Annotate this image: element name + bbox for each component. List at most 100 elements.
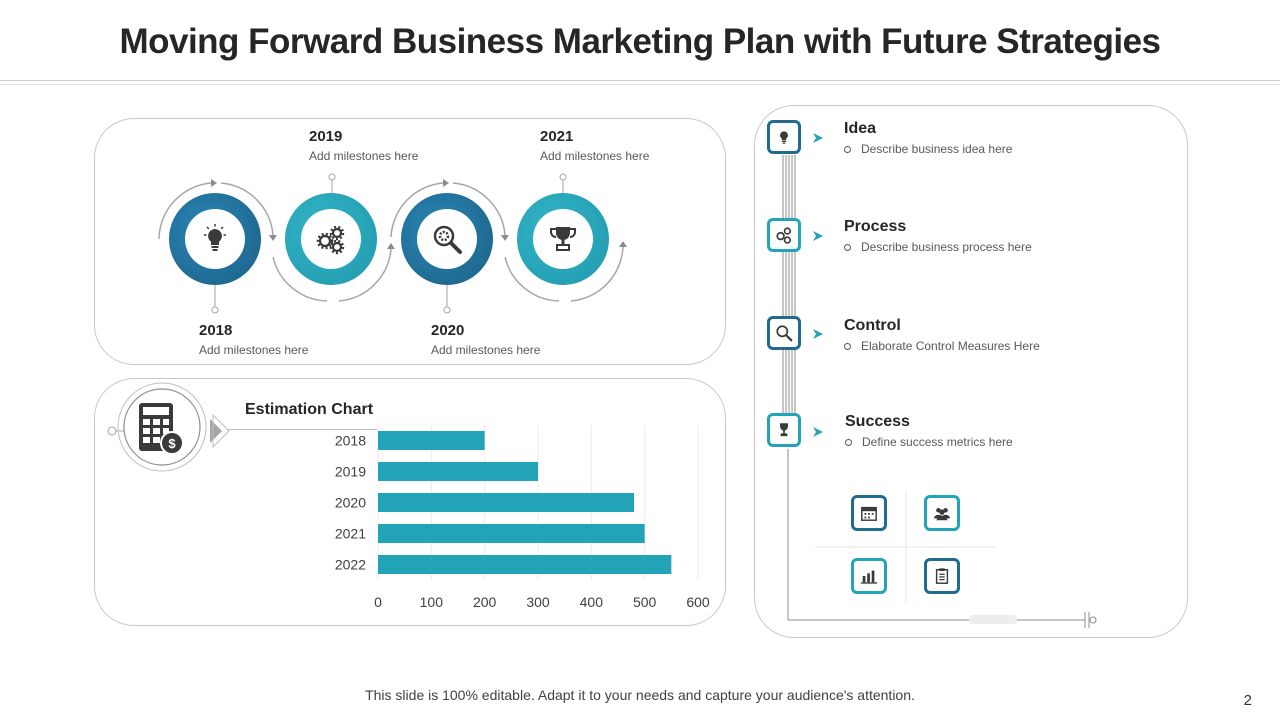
step-arrow — [813, 133, 823, 143]
timeline-arc — [272, 256, 328, 302]
milestone-dot — [211, 306, 219, 314]
milestone-dot — [328, 173, 336, 181]
process-panel: Idea Describe business idea here Process… — [754, 105, 1188, 638]
arrowhead — [387, 243, 395, 249]
svg-text:$: $ — [168, 436, 176, 451]
milestone-2020: 2020 Add milestones here — [431, 322, 540, 357]
timeline-arc — [158, 182, 212, 240]
step-desc: Define success metrics here — [862, 435, 1013, 449]
x-tick-label: 200 — [473, 594, 497, 610]
x-tick-label: 300 — [526, 594, 550, 610]
step-title: Control — [844, 317, 901, 334]
bar-chart-icon-box — [851, 558, 887, 594]
timeline-arc — [570, 246, 624, 302]
clipboard-icon-box — [924, 558, 960, 594]
step-title: Success — [845, 413, 910, 430]
step-arrow — [813, 329, 823, 339]
step-control-icon-box — [767, 316, 801, 350]
estimation-chart-panel: $ Estimation Chart 0 100 200 300 400 500 600 20… — [94, 378, 726, 626]
milestone-year: 2018 — [199, 322, 233, 339]
gear-search-icon — [776, 325, 793, 342]
category-label: 2021 — [335, 526, 366, 542]
timeline-arc — [390, 182, 444, 238]
step-arrow — [813, 231, 823, 241]
step-success: Success Define success metrics here — [845, 413, 1013, 449]
timeline-arc — [220, 182, 274, 236]
gears-icon — [316, 225, 345, 255]
x-tick-label: 400 — [580, 594, 604, 610]
arrowhead — [443, 179, 449, 187]
calendar-icon-box — [851, 495, 887, 531]
milestone-text: Add milestones here — [309, 149, 419, 163]
estimation-bar-chart: 0 100 200 300 400 500 600 2018 2019 2020 2021 2022 — [335, 425, 710, 610]
milestone-year: 2020 — [431, 322, 465, 339]
category-label: 2019 — [335, 464, 366, 480]
step-process-icon-box — [767, 218, 801, 252]
arrowhead — [619, 241, 627, 247]
lightbulb-icon — [204, 224, 226, 251]
chart-title-underline — [227, 429, 377, 430]
bar — [378, 431, 485, 450]
step-idea: Idea Describe business idea here — [844, 120, 1012, 156]
milestone-circle-2020 — [401, 193, 493, 285]
milestone-circle-2019 — [285, 193, 377, 285]
gear-search-icon — [433, 225, 462, 254]
step-control: Control Elaborate Control Measures Here — [844, 317, 1040, 353]
bullet-icon — [845, 439, 852, 447]
step-idea-icon-box — [767, 120, 801, 154]
trophy-icon — [550, 227, 576, 251]
title-divider — [0, 80, 1280, 81]
milestone-year: 2021 — [540, 128, 574, 145]
lightbulb-icon — [780, 131, 788, 144]
step-desc: Describe business idea here — [861, 142, 1013, 156]
bullet-icon — [844, 343, 851, 351]
timeline-arcs — [158, 173, 627, 314]
team-icon — [933, 508, 951, 521]
x-tick-label: 100 — [420, 594, 444, 610]
milestone-2021: 2021 Add milestones here — [540, 128, 649, 163]
x-tick-label: 0 — [374, 594, 382, 610]
chart-title: Estimation Chart — [245, 401, 374, 418]
bar — [378, 462, 538, 481]
milestone-text: Add milestones here — [431, 343, 541, 357]
page-number: 2 — [1243, 692, 1252, 709]
bullet-icon — [844, 244, 851, 252]
gears-icon — [776, 227, 792, 244]
milestone-2019: 2019 Add milestones here — [309, 128, 418, 163]
bar-chart-icon — [860, 570, 878, 584]
step-process: Process Describe business process here — [844, 218, 1032, 254]
timeline-arc — [504, 256, 560, 302]
milestone-text: Add milestones here — [199, 343, 309, 357]
category-label: 2018 — [335, 433, 366, 449]
process-connectors — [782, 133, 1097, 628]
team-icon-box — [924, 495, 960, 531]
calendar-icon — [861, 506, 877, 521]
bullet-icon — [844, 146, 851, 154]
milestone-text: Add milestones here — [540, 149, 650, 163]
footer-note: This slide is 100% editable. Adapt it to… — [365, 687, 915, 703]
milestone-dot — [443, 306, 451, 314]
clipboard-icon — [935, 568, 949, 584]
milestone-year: 2019 — [309, 128, 343, 145]
x-tick-label: 600 — [686, 594, 710, 610]
step-success-icon-box — [767, 413, 801, 447]
trophy-icon — [780, 423, 788, 437]
milestone-2018: 2018 Add milestones here — [199, 322, 308, 357]
step-desc: Elaborate Control Measures Here — [861, 339, 1040, 353]
milestone-dot — [559, 173, 567, 181]
bar — [378, 493, 634, 512]
x-tick-label: 500 — [633, 594, 657, 610]
step-title: Idea — [844, 120, 877, 137]
timeline-panel: 2018 Add milestones here 2019 Add milest… — [94, 118, 726, 365]
milestone-circle-2018 — [169, 193, 261, 285]
title-divider-secondary — [0, 84, 1280, 85]
step-desc: Describe business process here — [861, 240, 1032, 254]
slide-title: Moving Forward Business Marketing Plan w… — [119, 22, 1161, 61]
calculator-dollar-icon: $ — [139, 403, 184, 455]
bar — [378, 555, 672, 574]
arrowhead — [501, 235, 509, 241]
milestone-circle-2021 — [517, 193, 609, 285]
bar — [378, 524, 645, 543]
category-label: 2022 — [335, 557, 366, 573]
timeline-arc — [338, 248, 392, 302]
